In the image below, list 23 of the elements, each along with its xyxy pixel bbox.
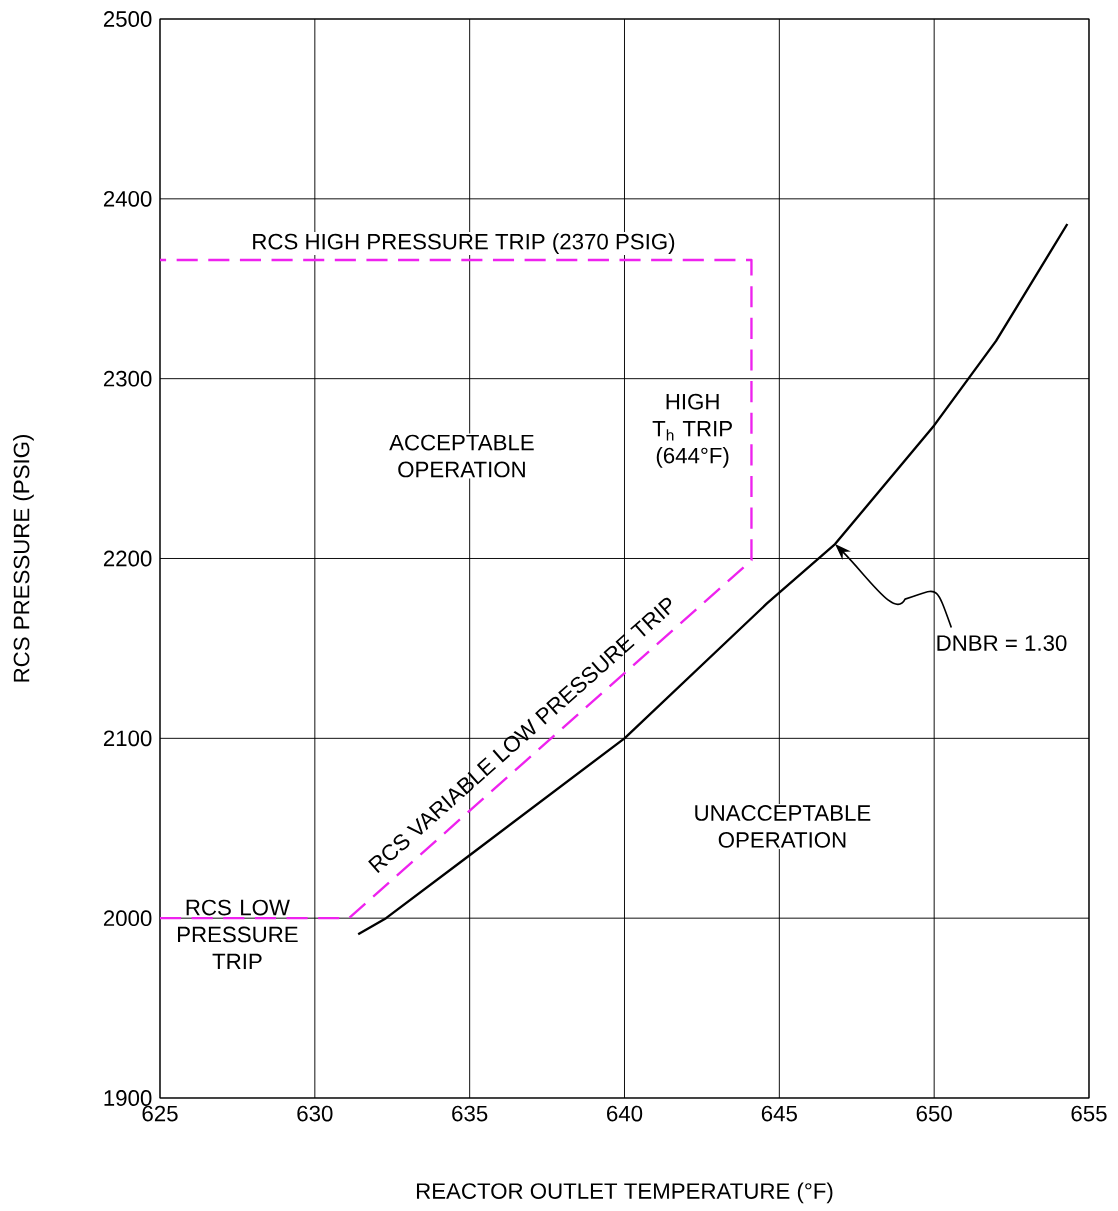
- x-axis-title: REACTOR OUTLET TEMPERATURE (°F): [416, 1182, 833, 1204]
- y-tick-label: 2200: [103, 550, 152, 567]
- x-tick-label: 645: [761, 1105, 797, 1122]
- y-axis-title: RCS PRESSURE (PSIG): [13, 434, 34, 682]
- annotation: UNACCEPTABLE OPERATION: [695, 805, 871, 848]
- y-tick-label: 2500: [103, 11, 152, 27]
- annotation: HIGH T$_{h}$ TRIP (644°F): [652, 393, 732, 468]
- y-tick-label: 1900: [104, 1090, 152, 1106]
- annotation: ACCEPTABLE OPERATION: [389, 434, 534, 478]
- annotation: DNBR = 1.30: [937, 635, 1067, 651]
- x-tick-label: 630: [297, 1105, 333, 1122]
- y-tick-label: 2000: [103, 910, 152, 927]
- x-tick-label: 655: [1071, 1105, 1107, 1122]
- annotation: RCS HIGH PRESSURE TRIP (2370 PSIG): [253, 233, 675, 254]
- y-tick-label: 2100: [103, 730, 152, 747]
- x-tick-label: 625: [142, 1105, 178, 1122]
- x-tick-label: 650: [916, 1105, 952, 1122]
- y-tick-label: 2400: [103, 190, 152, 207]
- x-tick-label: 640: [607, 1105, 643, 1122]
- x-tick-label: 635: [452, 1105, 488, 1122]
- y-tick-label: 2300: [103, 370, 152, 387]
- annotation: RCS LOW PRESSURE TRIP: [178, 899, 298, 970]
- line-series: [357, 222, 1069, 936]
